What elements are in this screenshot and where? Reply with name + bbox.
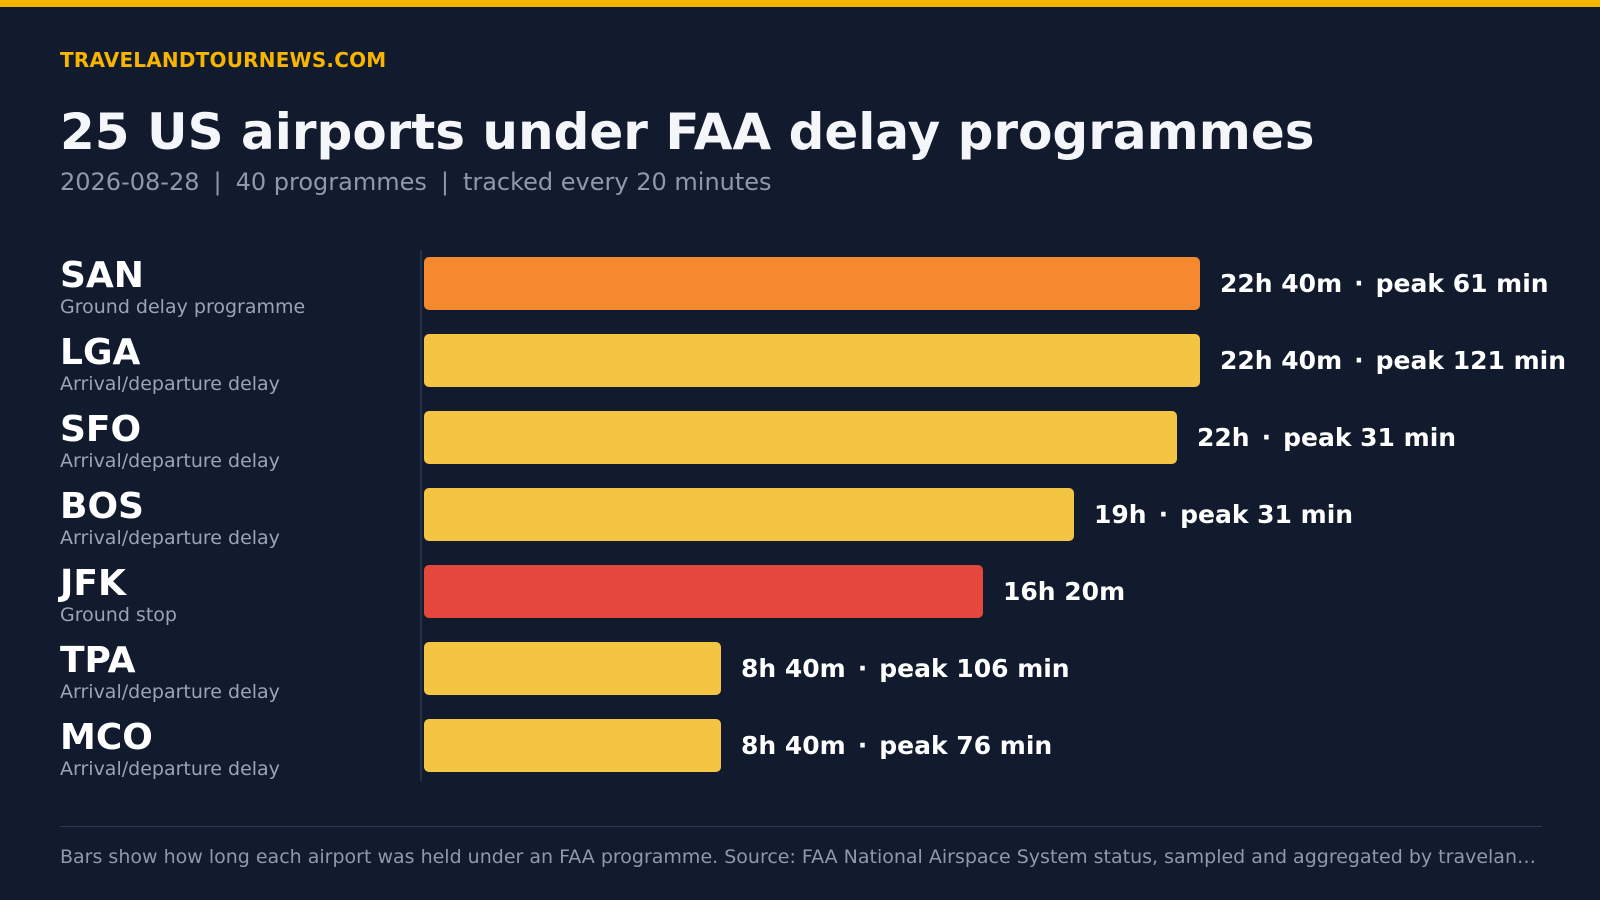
duration-label: 16h 20m [1003,577,1126,606]
bar-bos [424,488,1074,541]
programme-type: Ground stop [60,604,177,626]
airport-code: TPA [60,640,136,681]
peak-delay-label: peak 31 min [1283,423,1457,452]
bar-value-label: 19h · peak 31 min [1094,500,1353,530]
programme-type: Arrival/departure delay [60,681,280,703]
programme-type: Arrival/departure delay [60,527,280,549]
bar-sfo [424,411,1177,464]
duration-label: 22h 40m [1220,269,1343,298]
label-separator-dot: · [1158,500,1169,529]
bar-tpa [424,642,721,695]
duration-label: 22h 40m [1220,346,1343,375]
label-separator-dot: · [857,731,868,760]
bar-san [424,257,1200,310]
subtitle-date: 2026-08-28 [60,168,200,196]
bar-value-label: 22h 40m · peak 121 min [1220,346,1566,376]
chart-row-san: SAN Ground delay programme 22h 40m · peak 61… [0,250,1600,327]
duration-label: 8h 40m [741,654,846,683]
peak-delay-label: peak 61 min [1375,269,1549,298]
subtitle-separator: | [440,168,449,196]
bar-value-label: 22h 40m · peak 61 min [1220,269,1549,299]
footer-divider [60,826,1542,827]
label-separator-dot: · [1354,269,1364,298]
chart-row-bos: BOS Arrival/departure delay 19h · peak 31 mi… [0,481,1600,558]
accent-top-bar [0,0,1600,7]
subtitle-programmes: 40 programmes [235,168,427,196]
duration-label: 19h [1094,500,1147,529]
footer-source-note: Bars show how long each airport was held… [60,846,1542,868]
bar-value-label: 8h 40m · peak 76 min [741,731,1052,761]
airport-code: LGA [60,332,141,373]
chart-row-lga: LGA Arrival/departure delay 22h 40m · peak 1… [0,327,1600,404]
programme-type: Arrival/departure delay [60,373,280,395]
airport-code: MCO [60,717,153,758]
bar-mco [424,719,721,772]
peak-delay-label: peak 76 min [879,731,1053,760]
airport-code: SFO [60,409,142,450]
airport-code: JFK [60,563,126,604]
programme-type: Arrival/departure delay [60,450,280,472]
airport-code: BOS [60,486,144,527]
chart-row-sfo: SFO Arrival/departure delay 22h · peak 31 mi… [0,404,1600,481]
bar-baseline-axis [420,250,422,781]
chart-row-tpa: TPA Arrival/departure delay 8h 40m · peak 10… [0,635,1600,712]
bar-lga [424,334,1200,387]
bar-jfk [424,565,983,618]
chart-row-jfk: JFK Ground stop 16h 20m [0,558,1600,635]
label-separator-dot: · [1354,346,1364,375]
peak-delay-label: peak 106 min [879,654,1070,683]
subtitle-separator: | [213,168,222,196]
peak-delay-label: peak 31 min [1180,500,1354,529]
bar-value-label: 22h · peak 31 min [1197,423,1456,453]
duration-label: 22h [1197,423,1250,452]
chart-row-mco: MCO Arrival/departure delay 8h 40m · peak 76… [0,712,1600,789]
programme-type: Arrival/departure delay [60,758,280,780]
label-separator-dot: · [857,654,868,683]
duration-label: 8h 40m [741,731,846,760]
airport-code: SAN [60,255,144,296]
programme-type: Ground delay programme [60,296,306,318]
chart-title: 25 US airports under FAA delay programme… [60,103,1315,161]
subtitle-cadence: tracked every 20 minutes [462,168,772,196]
label-separator-dot: · [1261,423,1272,452]
bar-value-label: 16h 20m [1003,577,1125,607]
chart-subtitle: 2026-08-28 | 40 programmes | tracked every 2… [60,167,772,197]
brand-name: TRAVELANDTOURNEWS.COM [60,48,387,72]
bar-value-label: 8h 40m · peak 106 min [741,654,1070,684]
peak-delay-label: peak 121 min [1375,346,1566,375]
